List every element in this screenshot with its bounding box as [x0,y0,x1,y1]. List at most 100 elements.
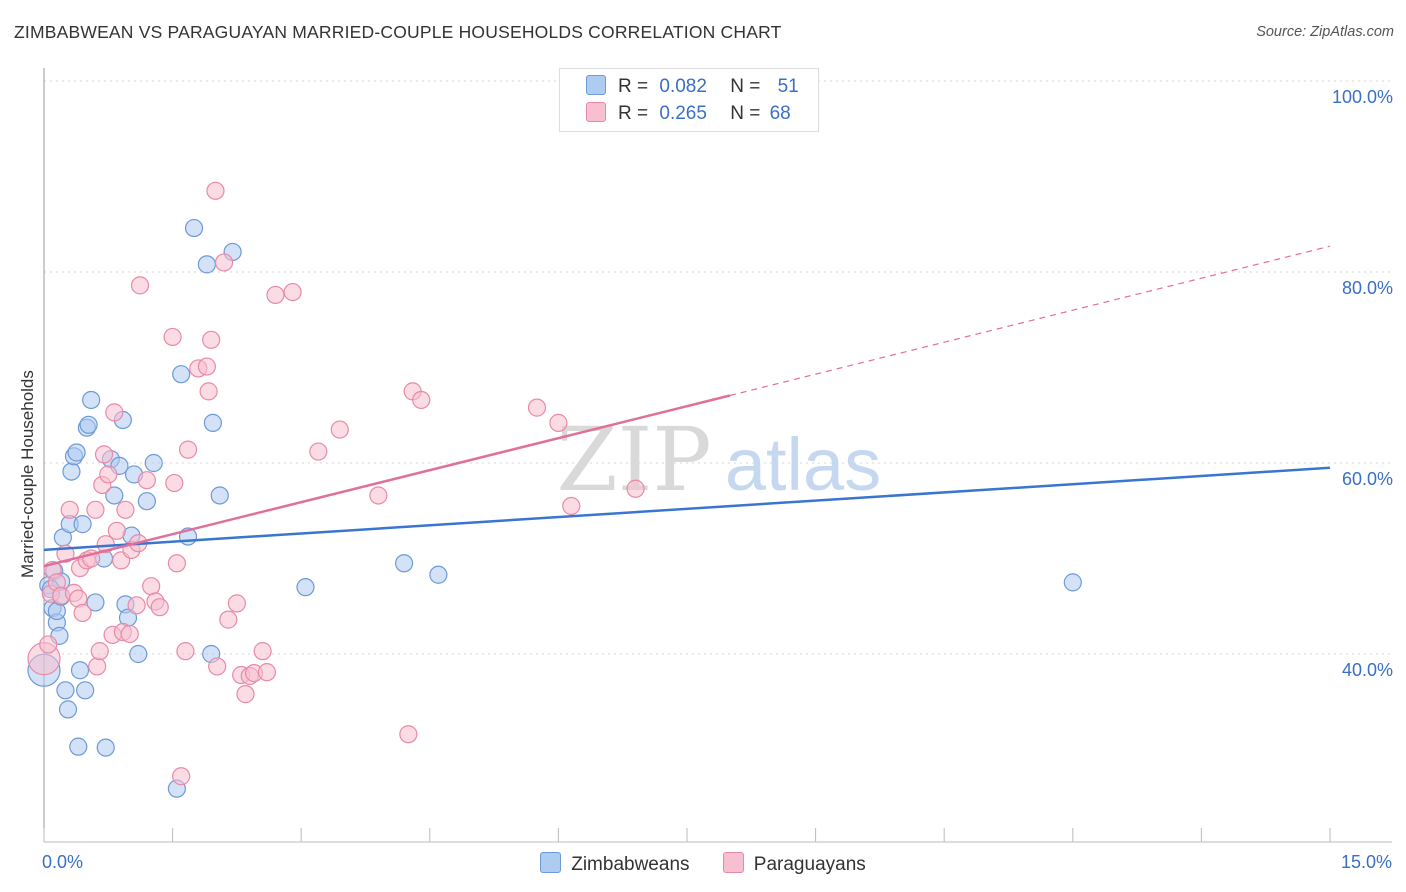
paraguayan-point [283,282,302,302]
zimbabwean-point [70,661,90,680]
paraguayan-point [178,440,198,459]
zimbabwean-point [69,737,88,756]
swatch-paraguayans [722,852,744,873]
paraguayan-point [399,725,418,744]
watermark-atlas: atlas [725,423,881,506]
zimbabwean-point [56,681,75,700]
zimbabwean-point [144,453,163,473]
paraguayan-point [90,642,109,661]
paraguayan-point [165,473,184,493]
zimbabwean-point [79,415,98,434]
legend-row-zimbabweans: R = 0.082 N = 51 [586,75,799,98]
paraguayan-point [163,327,182,347]
x-tick-label-max: 15.0% [1340,852,1392,872]
paraguayan-point [309,442,328,461]
paraguayan-point [127,596,146,615]
paraguayan-point [549,413,568,432]
chart-title: ZIMBABWEAN VS PARAGUAYAN MARRIED-COUPLE … [14,22,782,42]
paraguayan-point [208,657,227,676]
legend-n-value: 51 [777,76,799,97]
swatch-zimbabweans [540,852,562,873]
paraguayan-point [167,554,186,573]
y-tick-label-80: 80.0% [1342,278,1393,298]
paraguayan-point [88,657,107,676]
legend-r-label: R = [618,76,649,97]
zimbabwean-point [172,365,191,384]
trend-line-paraguayans-extension [729,245,1331,397]
series-paraguayans-points [27,181,645,786]
zimbabwean-point [58,700,78,719]
paraguayan-point [105,403,124,422]
legend-r-value: 0.265 [659,103,707,124]
paraguayan-point [266,285,285,305]
legend: R = 0.082 N = 51 R = 0.265 N = 68 [559,68,819,132]
paraguayan-point [176,642,195,661]
legend-n-label: N = [730,76,761,97]
gridlines [44,80,1392,655]
zimbabwean-point [429,565,448,584]
zimbabwean-point [203,413,222,432]
paraguayan-point [202,330,221,349]
zimbabwean-point [137,492,156,511]
paraguayan-point [197,357,216,376]
series-zimbabweans-points [27,218,1082,798]
zimbabwean-point [129,644,148,664]
paraguayan-point [120,624,139,644]
legend-label-paraguayans: Paraguayans [753,854,866,875]
paraguayan-point [137,471,156,490]
y-tick-label-40: 40.0% [1342,660,1393,680]
zimbabwean-point [96,738,115,757]
paraguayan-point [330,420,349,439]
paraguayan-point [219,610,238,629]
legend-swatch-pink [586,102,606,122]
zimbabwean-point [394,554,414,573]
zimbabwean-point [184,218,204,238]
paraguayan-point [86,500,105,519]
legend-n-label: N = [730,103,761,124]
legend-r-label: R = [618,103,649,124]
paraguayan-point [99,465,118,484]
paraguayan-point [199,382,218,401]
zimbabwean-point [76,681,95,700]
paraguayan-point [227,594,246,613]
paraguayan-point [94,445,114,464]
paraguayan-point [236,685,255,704]
zimbabwean-point [197,255,216,274]
legend-swatch-blue [586,75,606,95]
series-legend: Zimbabweans Paraguayans [0,852,1406,876]
y-axis-label: Married-couple Households [18,370,37,578]
paraguayan-point [172,767,191,786]
zimbabwean-point [82,390,101,410]
legend-item-paraguayans: Paraguayans [722,852,866,876]
legend-r-value: 0.082 [659,76,707,97]
paraguayan-point [562,496,581,516]
zimbabwean-point [105,486,124,505]
paraguayan-point [369,486,388,505]
paraguayan-point [206,181,225,200]
zimbabwean-point [62,462,81,481]
y-tick-labels: 40.0% 60.0% 80.0% 100.0% [1332,87,1393,680]
zimbabwean-point [296,578,315,597]
paraguayan-point [527,398,547,417]
paraguayan-point [60,500,79,519]
paraguayan-point [626,479,645,498]
trend-line-paraguayans [43,394,731,568]
paraguayan-point [412,390,431,410]
zimbabwean-point [86,593,105,612]
x-tick-label-min: 0.0% [42,852,84,872]
legend-row-paraguayans: R = 0.265 N = 68 [586,102,791,125]
paraguayan-point [39,635,58,654]
paraguayan-point [73,603,92,623]
paraguayan-point [142,577,161,596]
paraguayan-point [253,642,272,661]
paraguayan-point [116,500,135,519]
y-tick-label-100: 100.0% [1332,87,1393,107]
trend-lines [43,245,1331,568]
trend-line-zimbabweans [43,466,1331,552]
paraguayan-point [257,663,277,682]
axes [43,68,1392,843]
paraguayan-point [150,598,169,617]
legend-label-zimbabweans: Zimbabweans [571,854,690,875]
zimbabwean-point [1063,573,1082,592]
